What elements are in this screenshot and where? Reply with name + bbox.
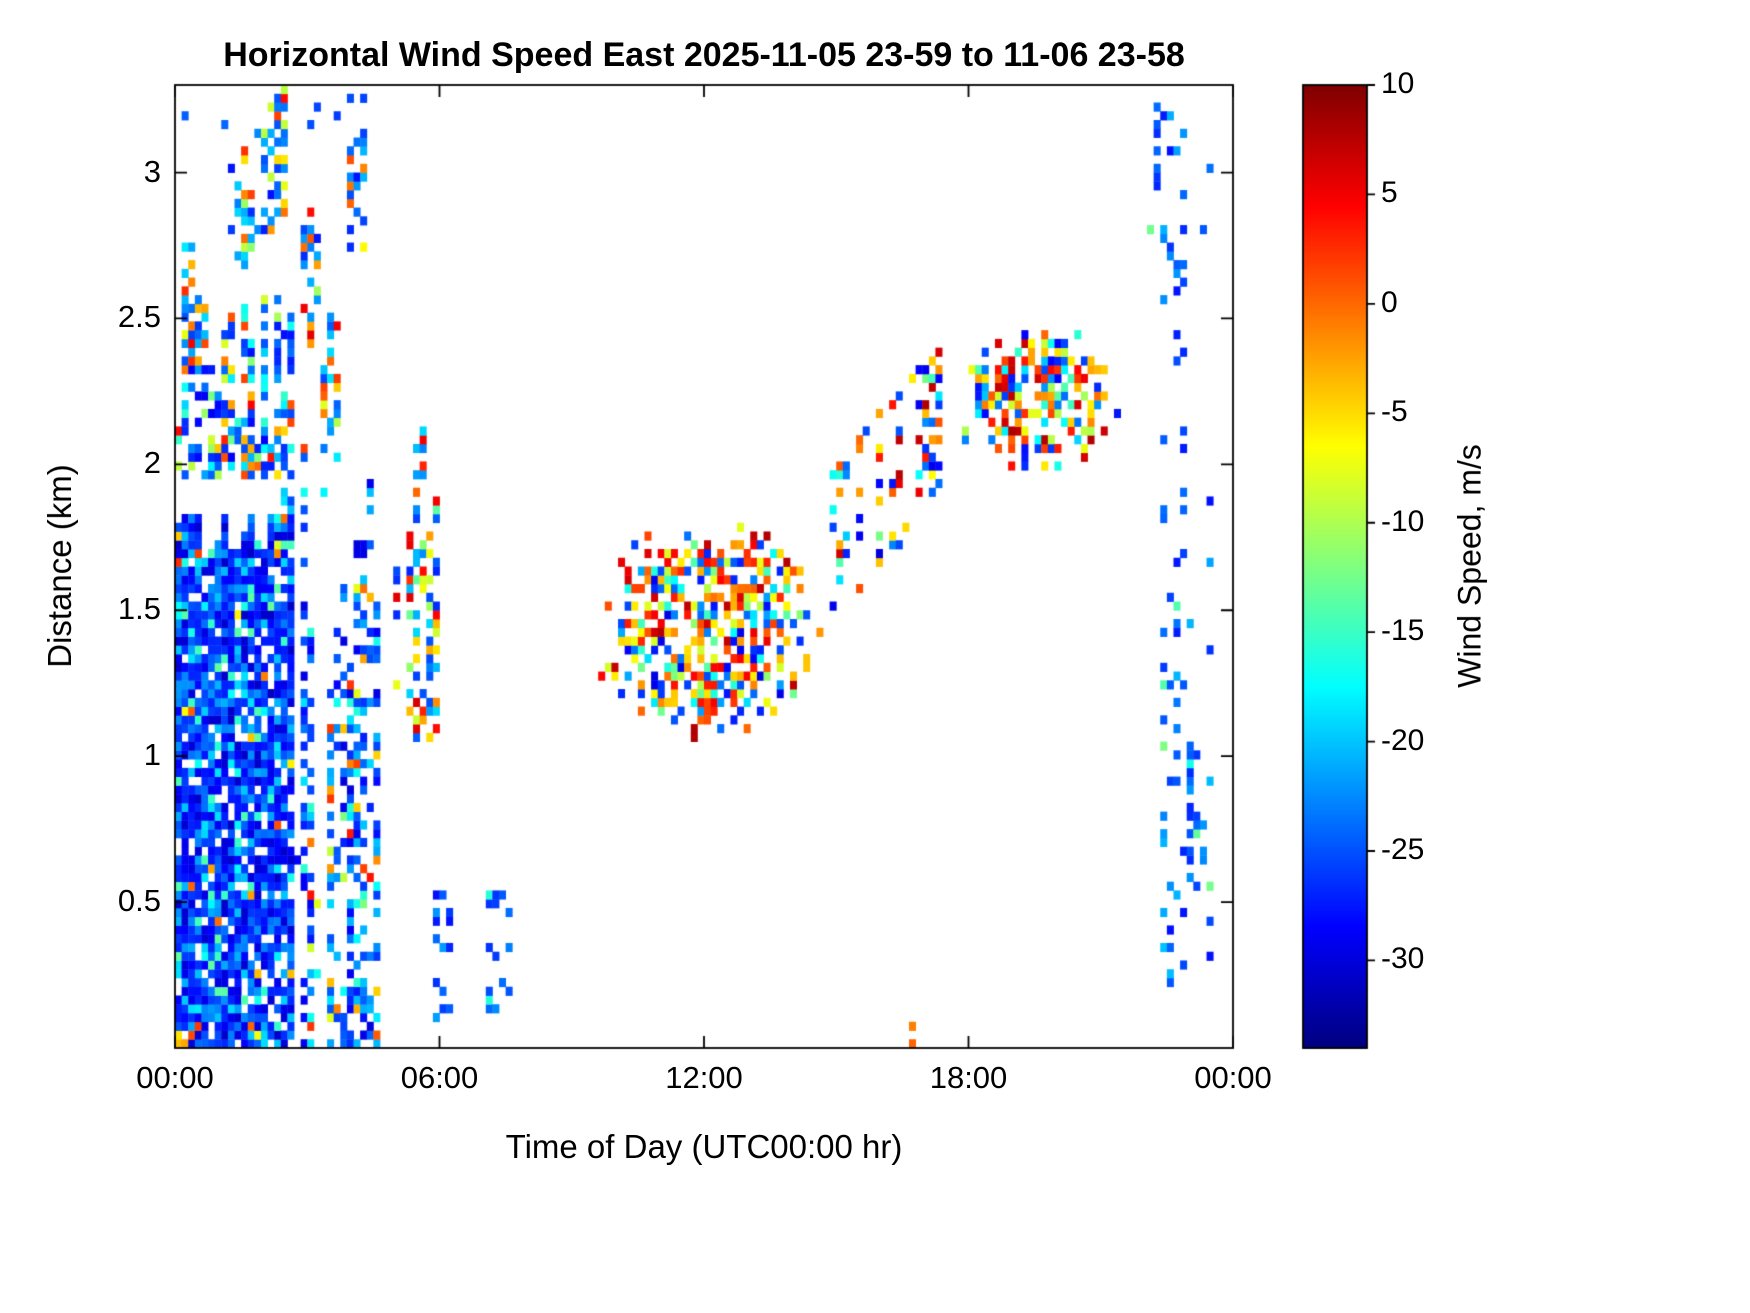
colorbar-tick-label: -10 bbox=[1381, 504, 1425, 538]
x-tick-label: 12:00 bbox=[665, 1060, 743, 1095]
x-tick-label: 06:00 bbox=[400, 1060, 479, 1095]
x-tick-label: 18:00 bbox=[929, 1060, 1008, 1095]
x-tick-label: 00:00 bbox=[136, 1060, 214, 1095]
y-tick-label: 1.5 bbox=[117, 591, 161, 627]
y-tick-label: 3 bbox=[143, 153, 161, 189]
chart-title: Horizontal Wind Speed East 2025-11-05 23… bbox=[223, 36, 1185, 74]
colorbar-tick-label: -15 bbox=[1381, 614, 1425, 648]
y-tick-label: 2 bbox=[143, 445, 161, 481]
colorbar-tick-label: -20 bbox=[1381, 723, 1425, 757]
y-tick-label: 2.5 bbox=[117, 299, 161, 335]
colorbar-tick-label: -5 bbox=[1381, 395, 1408, 429]
x-axis-label: Time of Day (UTC00:00 hr) bbox=[505, 1128, 903, 1165]
colorbar-tick-label: 0 bbox=[1381, 285, 1398, 319]
y-axis-label: Distance (km) bbox=[41, 464, 78, 668]
colorbar-tick-label: 10 bbox=[1381, 67, 1415, 100]
y-tick-label: 0.5 bbox=[117, 883, 161, 919]
x-tick-label: 00:00 bbox=[1194, 1060, 1272, 1095]
colorbar-tick-label: 5 bbox=[1381, 176, 1398, 210]
colorbar-tick-label: -25 bbox=[1381, 833, 1425, 867]
y-tick-label: 1 bbox=[143, 737, 161, 773]
colorbar-tick-label: -30 bbox=[1381, 942, 1425, 976]
colorbar-label: Wind Speed, m/s bbox=[1451, 444, 1488, 688]
